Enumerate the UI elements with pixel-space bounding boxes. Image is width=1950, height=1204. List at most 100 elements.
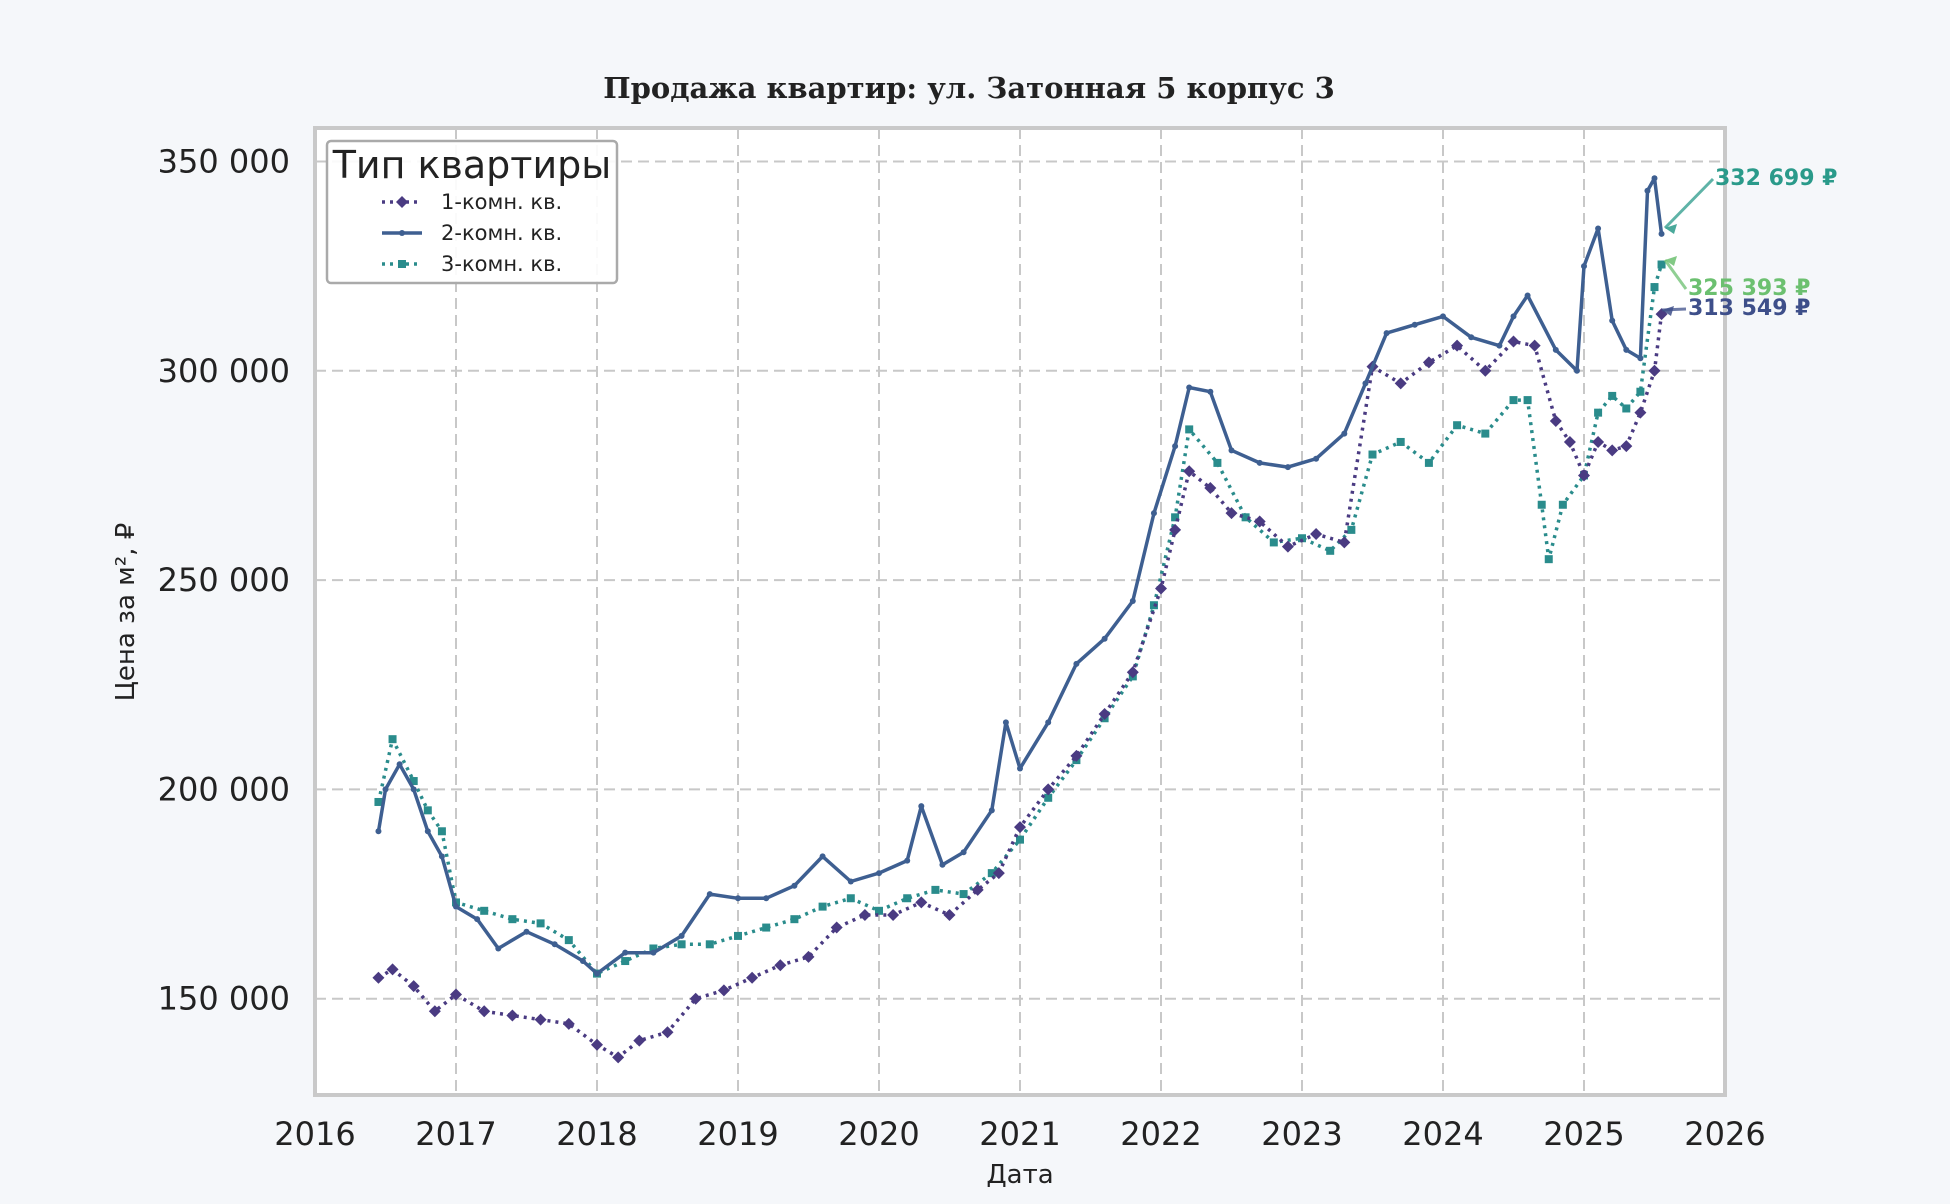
data-point (706, 891, 713, 898)
data-point (579, 958, 586, 965)
data-point (1544, 555, 1553, 564)
data-point (1310, 528, 1323, 541)
data-point (386, 963, 399, 976)
data-point (591, 1038, 603, 1051)
data-point (1595, 225, 1602, 232)
data-point (1098, 708, 1111, 721)
data-point (1186, 384, 1193, 391)
data-point (1172, 443, 1179, 450)
data-point (612, 1051, 625, 1064)
x-tick-label: 2023 (1261, 1115, 1342, 1153)
data-point (887, 908, 900, 921)
data-point (1014, 821, 1026, 834)
data-point (1549, 415, 1562, 428)
data-point (1563, 435, 1576, 448)
data-point (564, 936, 573, 945)
legend-title: Тип квартиры (332, 143, 612, 187)
data-point (1578, 469, 1590, 482)
data-point (1044, 793, 1053, 802)
annotation-arrowhead (1665, 256, 1677, 266)
data-point (705, 940, 714, 949)
data-point (1002, 719, 1009, 726)
data-point (678, 932, 685, 939)
data-point (746, 971, 759, 984)
annotation-label: 313 549 ₽ (1688, 296, 1810, 321)
data-point (649, 944, 658, 953)
data-point (450, 988, 462, 1001)
data-point (971, 883, 984, 896)
data-point (410, 786, 417, 793)
data-point (1341, 430, 1348, 437)
data-point (534, 1013, 547, 1026)
data-point (372, 971, 385, 984)
data-point (374, 797, 383, 806)
data-point (1362, 380, 1369, 387)
data-point (453, 903, 459, 910)
data-point (1256, 459, 1263, 466)
data-point (1150, 510, 1157, 517)
value-annotations: 332 699 ₽ 325 393 ₽313 549 ₽ (1661, 166, 1837, 321)
chart-title: Продажа квартир: ул. Затонная 5 корпус 3 (603, 71, 1335, 105)
data-point (1524, 292, 1531, 299)
data-point (1298, 534, 1306, 543)
data-point (1606, 444, 1619, 457)
x-tick-label: 2026 (1684, 1115, 1765, 1153)
data-point (1042, 783, 1055, 796)
series-layer (372, 175, 1668, 1064)
data-point (438, 853, 445, 860)
data-point (1213, 458, 1222, 467)
data-point (1581, 263, 1587, 270)
data-point (1507, 335, 1520, 348)
data-point (1155, 582, 1167, 595)
x-tick-label: 2018 (556, 1115, 637, 1153)
legend-box (325, 139, 619, 285)
data-point (904, 857, 911, 864)
data-point (1394, 377, 1407, 390)
data-point (1623, 346, 1630, 353)
data-point (1129, 598, 1136, 605)
legend-items: 1-комн. кв. 2-комн. кв. 3-комн. кв. (382, 190, 562, 276)
data-point (790, 915, 799, 924)
data-point (508, 915, 517, 924)
data-point (1537, 500, 1546, 509)
data-point (480, 906, 489, 915)
data-point (1481, 429, 1490, 438)
data-point (375, 828, 382, 835)
data-point (1017, 765, 1023, 772)
data-point (1253, 515, 1266, 528)
data-point (915, 896, 928, 909)
data-point (1552, 346, 1559, 353)
x-tick-label: 2021 (979, 1115, 1060, 1153)
data-point (1644, 187, 1651, 194)
data-point (1573, 367, 1580, 374)
tick-labels: 2016 2017 2018 2019 2020 2021 2022 2023 2024 2025… (158, 142, 1766, 1153)
data-point (382, 786, 389, 793)
y-tick-label: 350 000 (158, 142, 290, 180)
data-point (1422, 356, 1435, 369)
data-point (1185, 425, 1194, 434)
data-point (621, 957, 630, 966)
data-point (388, 735, 397, 744)
annotation-arrowhead (1662, 306, 1674, 316)
data-point (763, 895, 770, 902)
data-point (762, 923, 771, 932)
data-point (1269, 538, 1278, 547)
data-point (1622, 404, 1631, 413)
annotation-arrow (1663, 259, 1688, 290)
data-point (1424, 458, 1433, 467)
data-point (943, 908, 956, 921)
data-point (818, 902, 827, 911)
series-line (376, 263, 1664, 976)
data-point (960, 849, 967, 856)
data-point (562, 1017, 575, 1030)
data-point (1126, 666, 1139, 679)
data-point (931, 885, 940, 894)
data-point (1608, 391, 1617, 400)
x-axis-label: Дата (986, 1160, 1053, 1190)
data-point (875, 906, 883, 915)
x-tick-label: 2022 (1120, 1115, 1201, 1153)
data-point (594, 970, 600, 977)
data-point (939, 861, 946, 868)
data-point (1383, 330, 1390, 337)
